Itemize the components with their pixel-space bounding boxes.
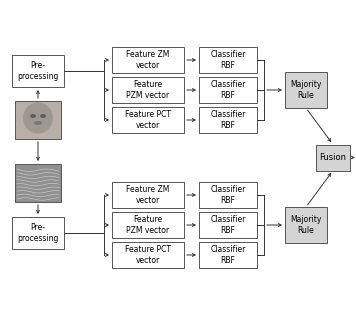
Bar bbox=[199, 242, 257, 268]
Bar bbox=[112, 107, 184, 133]
Bar bbox=[199, 47, 257, 73]
Bar bbox=[285, 207, 327, 243]
Bar bbox=[199, 212, 257, 238]
Bar bbox=[112, 182, 184, 208]
Text: Fusion: Fusion bbox=[319, 153, 346, 162]
Ellipse shape bbox=[40, 114, 46, 118]
Bar bbox=[12, 217, 64, 249]
Text: Feature
PZM vector: Feature PZM vector bbox=[126, 215, 169, 235]
Ellipse shape bbox=[34, 121, 42, 125]
Bar bbox=[285, 72, 327, 108]
Text: Feature ZM
vector: Feature ZM vector bbox=[126, 50, 170, 70]
Bar bbox=[12, 55, 64, 87]
Text: Feature ZM
vector: Feature ZM vector bbox=[126, 185, 170, 205]
Bar bbox=[112, 77, 184, 103]
Text: Feature PCT
vector: Feature PCT vector bbox=[125, 245, 171, 265]
Text: Classifier
RBF: Classifier RBF bbox=[210, 110, 246, 130]
Text: Majority
Rule: Majority Rule bbox=[290, 215, 322, 235]
Bar bbox=[15, 101, 61, 139]
Bar bbox=[112, 242, 184, 268]
Bar bbox=[199, 77, 257, 103]
Bar bbox=[199, 182, 257, 208]
Ellipse shape bbox=[30, 114, 36, 118]
Text: Classifier
RBF: Classifier RBF bbox=[210, 245, 246, 265]
Text: Pre-
processing: Pre- processing bbox=[17, 223, 59, 243]
Bar bbox=[112, 47, 184, 73]
Bar bbox=[15, 164, 61, 202]
Text: Classifier
RBF: Classifier RBF bbox=[210, 215, 246, 235]
Text: Classifier
RBF: Classifier RBF bbox=[210, 80, 246, 100]
Text: Majority
Rule: Majority Rule bbox=[290, 80, 322, 100]
Bar bbox=[112, 212, 184, 238]
Text: Feature PCT
vector: Feature PCT vector bbox=[125, 110, 171, 130]
Text: Classifier
RBF: Classifier RBF bbox=[210, 50, 246, 70]
Bar bbox=[199, 107, 257, 133]
Text: Classifier
RBF: Classifier RBF bbox=[210, 185, 246, 205]
Text: Feature
PZM vector: Feature PZM vector bbox=[126, 80, 169, 100]
Ellipse shape bbox=[23, 102, 53, 134]
Bar bbox=[316, 145, 350, 170]
Text: Pre-
processing: Pre- processing bbox=[17, 61, 59, 81]
